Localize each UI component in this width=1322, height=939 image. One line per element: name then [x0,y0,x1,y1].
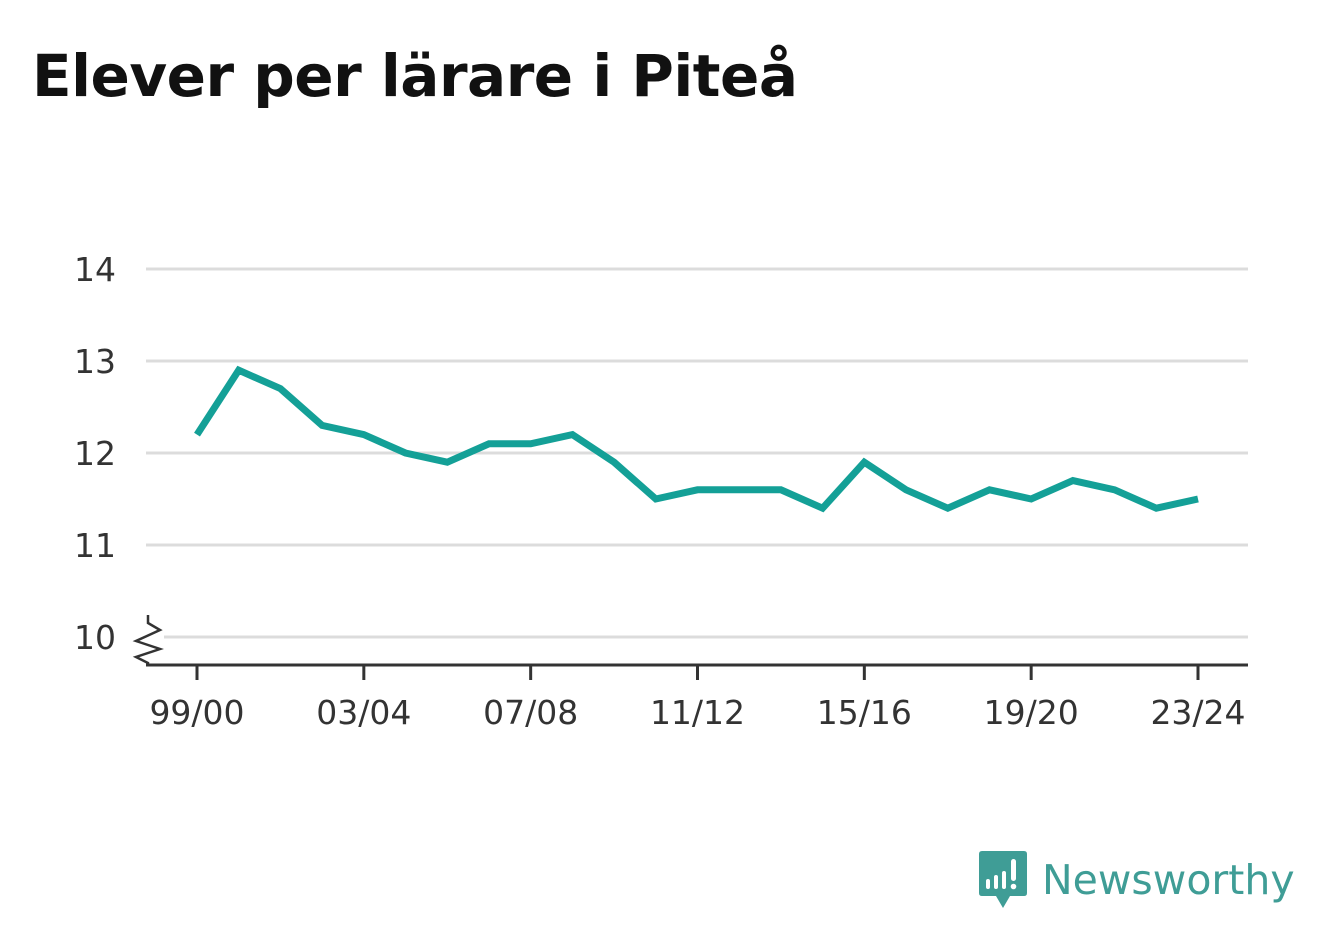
x-tick-label: 23/24 [1150,693,1245,732]
y-tick-label: 11 [74,526,116,565]
x-tick-label: 07/08 [483,693,578,732]
y-tick-label: 10 [74,618,116,657]
x-axis [128,615,1248,680]
x-tick-label: 99/00 [149,693,244,732]
chart-title: Elever per lärare i Piteå [32,42,798,110]
gridlines [146,267,1248,639]
series-group [194,365,1199,513]
y-tick-label: 12 [74,434,116,473]
x-tick-label: 19/20 [984,693,1079,732]
y-tick-label: 13 [74,342,116,381]
x-tick-label: 15/16 [817,693,912,732]
x-axis-tick-labels: 99/00 03/04 07/08 11/12 15/16 19/20 23/24 [149,693,1245,732]
brand-name: Newsworthy [1042,856,1295,904]
brand-logo: Newsworthy [978,848,1295,912]
y-axis-break-mark [132,615,164,665]
newsworthy-logo-icon [979,851,1027,908]
y-tick-label: 14 [74,250,116,289]
x-tick-label: 11/12 [650,693,745,732]
y-axis-tick-labels: 10 11 12 13 14 [74,250,116,657]
series-line-0 [194,365,1199,513]
x-tick-label: 03/04 [316,693,411,732]
